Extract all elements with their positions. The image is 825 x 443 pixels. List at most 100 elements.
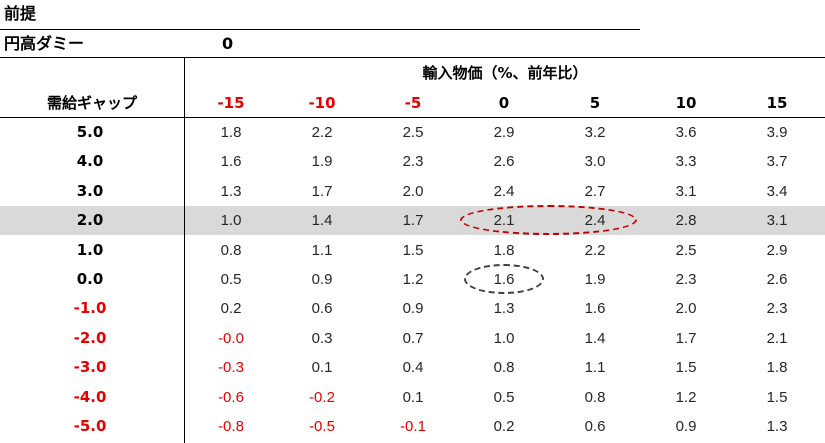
table-cell: 1.9: [584, 271, 606, 288]
table-cell: 2.4: [493, 182, 515, 200]
table-cell: 0.3: [311, 329, 333, 347]
column-header: 15: [766, 94, 788, 112]
table-cell: 1.8: [493, 241, 515, 259]
row-label: 2.0: [76, 211, 104, 230]
table-cell: 1.1: [584, 359, 606, 377]
table-cell: 1.4: [584, 329, 606, 347]
import-price-header: 輸入物価（%、前年比）: [422, 64, 588, 82]
table-cell: 0.8: [584, 388, 606, 406]
table-cell: 0.9: [311, 271, 333, 288]
table-cell: 3.9: [766, 124, 788, 141]
table-cell: -0.0: [218, 329, 244, 347]
row-label: 3.0: [76, 181, 104, 200]
table-cell: 2.9: [493, 124, 515, 141]
table-cell: -0.2: [309, 388, 335, 406]
table-cell: 1.5: [402, 241, 424, 259]
table-cell: 1.5: [766, 388, 788, 406]
table-cell: 2.1: [766, 329, 788, 347]
table-cell: 0.5: [220, 271, 242, 288]
yen-dummy-label: 円高ダミー: [4, 34, 85, 53]
table-cell: 1.6: [220, 153, 242, 171]
red-dashed-ellipse: [460, 205, 637, 236]
yen-dummy-value: 0: [222, 34, 234, 53]
table-cell: 1.1: [311, 241, 333, 259]
table-cell: 3.6: [675, 124, 697, 141]
table-cell: 3.1: [766, 212, 788, 230]
table-cell: 1.6: [584, 300, 606, 318]
table-cell: 0.9: [402, 300, 424, 318]
table-cell: 0.8: [220, 241, 242, 259]
table-cell: 0.1: [311, 359, 333, 377]
premise-title: 前提: [4, 4, 37, 23]
table-cell: 1.3: [493, 300, 515, 318]
column-header: -5: [404, 94, 422, 112]
row-label: -3.0: [73, 358, 107, 377]
row-label: -4.0: [73, 387, 107, 406]
table-cell: 3.1: [675, 182, 697, 200]
table-cell: 1.7: [675, 329, 697, 347]
table-cell: 0.6: [311, 300, 333, 318]
table-cell: 2.3: [675, 271, 697, 288]
table-cell: 0.2: [493, 418, 515, 435]
row-label: -5.0: [73, 417, 107, 435]
table-cell: 3.3: [675, 153, 697, 171]
table-cell: 2.6: [493, 153, 515, 171]
table-cell: 0.7: [402, 329, 424, 347]
table-cell: 0.1: [402, 388, 424, 406]
table-cell: 2.3: [402, 153, 424, 171]
table-cell: 1.0: [220, 212, 242, 230]
table-cell: -0.6: [218, 388, 244, 406]
table-cell: 2.2: [584, 241, 606, 259]
table-cell: 1.3: [766, 418, 788, 435]
table-cell: 1.4: [311, 212, 333, 230]
row-label: 1.0: [76, 240, 104, 259]
table-cell: 2.9: [766, 241, 788, 259]
row-label: 0.0: [76, 270, 104, 288]
table-cell: 0.2: [220, 300, 242, 318]
row-label-divider: [184, 57, 185, 443]
table-cell: 0.5: [493, 388, 515, 406]
table-cell: 0.9: [675, 418, 697, 435]
table-cell: 0.6: [584, 418, 606, 435]
table-cell: 1.7: [311, 182, 333, 200]
table-cell: 2.7: [584, 182, 606, 200]
column-header: -10: [308, 94, 336, 112]
table-cell: 1.2: [402, 271, 424, 288]
top-divider: [0, 29, 640, 30]
table-cell: -0.8: [218, 418, 244, 435]
header-bottom-divider: [0, 117, 825, 118]
table-cell: 1.3: [220, 182, 242, 200]
header-top-divider: [0, 57, 825, 58]
table-cell: 2.2: [311, 124, 333, 141]
table-cell: 3.7: [766, 153, 788, 171]
column-header: 5: [589, 94, 601, 112]
table-cell: 0.8: [493, 359, 515, 377]
column-header: -15: [217, 94, 245, 112]
table-cell: 2.3: [766, 300, 788, 318]
table-cell: 1.0: [493, 329, 515, 347]
table-cell: 2.5: [675, 241, 697, 259]
table-cell: -0.3: [218, 359, 244, 377]
table-cell: 2.0: [402, 182, 424, 200]
table-cell: 3.4: [766, 182, 788, 200]
table-cell: 1.2: [675, 388, 697, 406]
table-cell: 1.9: [311, 153, 333, 171]
table-cell: 0.4: [402, 359, 424, 377]
table-cell: 2.5: [402, 124, 424, 141]
row-label: -2.0: [73, 328, 107, 347]
gray-dashed-ellipse: [464, 264, 544, 294]
row-label: 4.0: [76, 152, 104, 171]
column-header: 0: [498, 94, 510, 112]
table-cell: 2.6: [766, 271, 788, 288]
table-cell: 1.8: [220, 124, 242, 141]
table-cell: 1.5: [675, 359, 697, 377]
table-cell: 2.8: [675, 212, 697, 230]
table-cell: 1.7: [402, 212, 424, 230]
demand-gap-header: 需給ギャップ: [46, 94, 137, 112]
highlighted-row-band: [0, 206, 825, 235]
column-header: 10: [675, 94, 697, 112]
row-label: -1.0: [73, 299, 107, 318]
table-cell: 2.0: [675, 300, 697, 318]
table-cell: 3.2: [584, 124, 606, 141]
table-cell: 3.0: [584, 153, 606, 171]
